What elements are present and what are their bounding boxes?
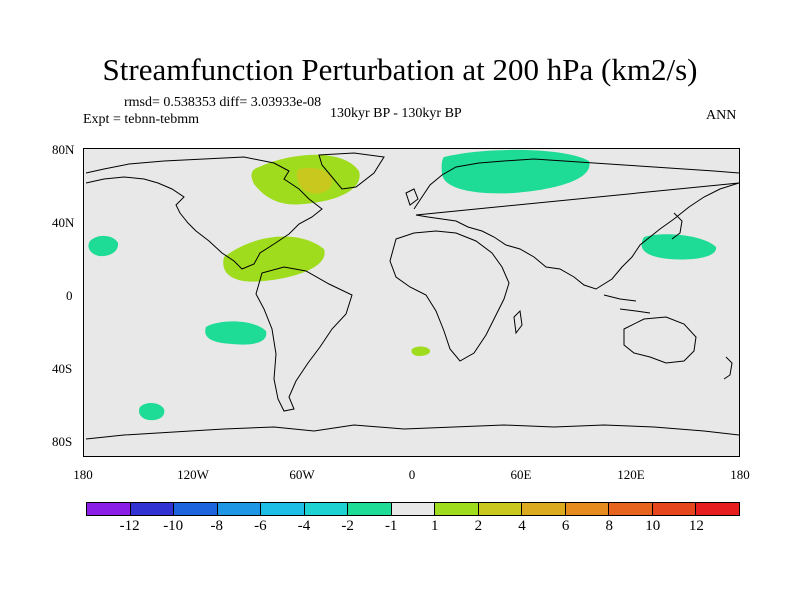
x-tick-2: 60W <box>289 467 315 482</box>
coastline-north-america <box>85 156 323 270</box>
stats-label: rmsd= 0.538353 diff= 3.03933e-08 <box>124 95 322 110</box>
colorbar-label: -10 <box>163 518 184 534</box>
x-tick-5: 120E <box>617 467 645 482</box>
colorbar-label: 12 <box>688 518 704 534</box>
colorbar-label: 8 <box>605 518 613 534</box>
colorbar-label: 2 <box>474 518 483 534</box>
colorbar-cell <box>347 502 391 516</box>
map-title: Streamfunction Perturbation at 200 hPa (… <box>102 52 698 87</box>
coastline-uk <box>405 188 419 206</box>
coastline-australia <box>623 316 697 364</box>
map-canvas <box>85 149 739 440</box>
colorbar-label: 6 <box>561 518 570 534</box>
map-panel <box>83 148 740 457</box>
x-tick-1: 120W <box>177 467 209 482</box>
colorbar-cell <box>129 502 174 516</box>
colorbar-label: 10 <box>645 518 661 534</box>
region-south-pacific-low <box>205 321 267 345</box>
region-north-pacific-low <box>641 234 717 260</box>
colorbar-cell <box>695 502 740 516</box>
colorbar-label: -1 <box>384 518 398 534</box>
colorbar-cell <box>564 502 609 516</box>
y-tick-4: 80S <box>52 434 73 449</box>
coastline-indonesia <box>603 294 651 314</box>
colorbar-cell <box>390 502 435 516</box>
colorbar-label: -6 <box>254 518 267 534</box>
region-south-atlantic-high <box>411 346 431 356</box>
colorbar-cell <box>434 502 478 516</box>
colorbar-cell <box>260 502 304 516</box>
x-tick-4: 60E <box>510 467 532 482</box>
colorbar <box>86 502 740 516</box>
colorbar-cell <box>608 502 652 516</box>
coastline-greenland <box>318 152 385 190</box>
colorbar-label: -12 <box>119 518 140 534</box>
colorbar-cell <box>477 502 522 516</box>
region-southern-ocean-low <box>139 403 165 421</box>
colorbar-label: 1 <box>431 518 439 534</box>
period-label: 130kyr BP - 130kyr BP <box>330 106 462 121</box>
colorbar-cell <box>86 502 130 516</box>
colorbar-cell <box>303 502 348 516</box>
coastline-new-zealand <box>723 356 733 380</box>
colorbar-cell <box>216 502 261 516</box>
coastline-africa <box>389 230 510 362</box>
colorbar-cell <box>173 502 217 516</box>
colorbar-label: -2 <box>341 518 354 534</box>
y-tick-0: 80N <box>52 142 75 157</box>
region-siberia-low <box>441 149 590 194</box>
x-tick-6: 180 <box>730 467 750 482</box>
coastline-japan <box>671 212 683 240</box>
season-label: ANN <box>706 108 737 123</box>
y-tick-2: 0 <box>66 288 73 303</box>
experiment-label: Expt = tebnn-tebmm <box>83 112 199 127</box>
coastline-south-america <box>255 266 353 412</box>
region-hawaii-low <box>88 235 119 257</box>
colorbar-cell <box>521 502 565 516</box>
region-north-america-core <box>296 167 333 194</box>
coastline-europe-asia <box>413 158 739 290</box>
coastlines <box>85 152 739 440</box>
colorbar-label: -8 <box>210 518 224 534</box>
colorbar-label: 4 <box>518 518 526 534</box>
colorbar-label: -4 <box>297 518 311 534</box>
coastline-madagascar <box>513 309 523 335</box>
x-tick-0: 180 <box>73 467 93 482</box>
y-tick-3: 40S <box>52 361 73 376</box>
coastline-antarctica <box>85 424 739 440</box>
x-tick-3: 0 <box>408 467 416 482</box>
y-tick-1: 40N <box>52 215 75 230</box>
region-caribbean-high <box>223 236 325 282</box>
colorbar-cell <box>651 502 696 516</box>
